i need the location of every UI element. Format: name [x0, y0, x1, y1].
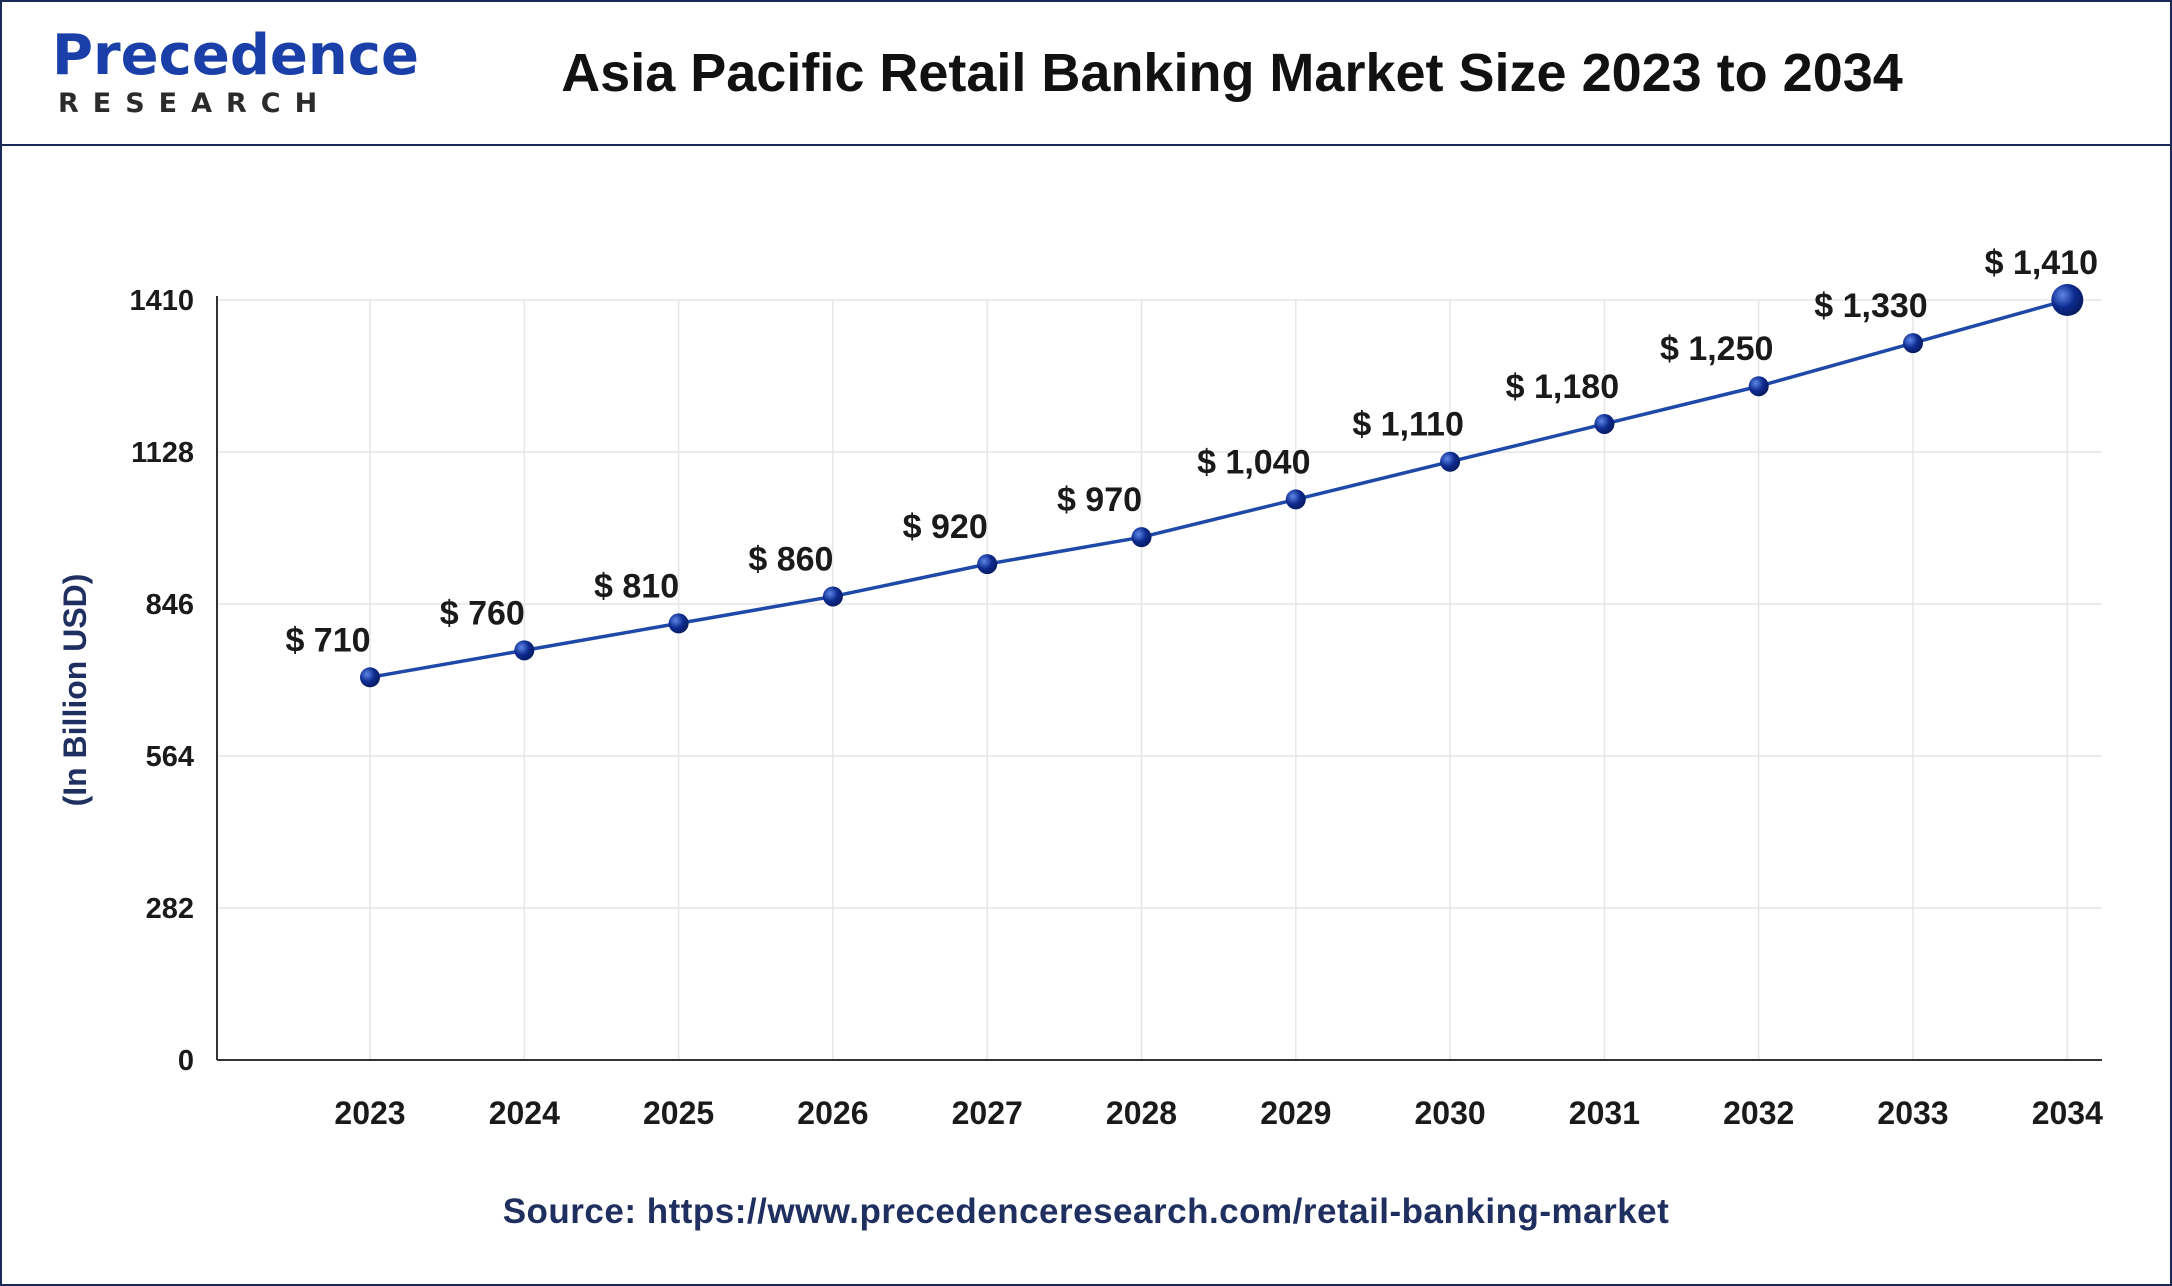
data-point — [668, 613, 689, 634]
x-tick-label: 2034 — [2032, 1095, 2103, 1131]
data-point — [514, 640, 535, 661]
x-tick-label: 2032 — [1723, 1095, 1794, 1131]
x-tick-label: 2027 — [952, 1095, 1023, 1131]
data-label: $ 810 — [594, 567, 679, 605]
data-label: $ 710 — [285, 621, 370, 659]
data-point — [1594, 413, 1615, 434]
x-tick-label: 2025 — [643, 1095, 714, 1131]
header: Precedence RESEARCH Asia Pacific Retail … — [2, 2, 2170, 146]
y-tick-label: 0 — [178, 1045, 194, 1077]
x-tick-label: 2031 — [1569, 1095, 1640, 1131]
y-tick-label: 1128 — [131, 437, 194, 469]
y-axis-title: (In Billion USD) — [57, 574, 93, 807]
data-point — [1285, 489, 1306, 510]
y-tick-label: 564 — [146, 741, 194, 773]
data-point — [1748, 376, 1769, 397]
data-label: $ 1,180 — [1506, 368, 1619, 406]
x-tick-label: 2028 — [1106, 1095, 1177, 1131]
data-label: $ 1,410 — [1985, 244, 2098, 282]
source-text: Source: https://www.precedenceresearch.c… — [502, 1192, 1670, 1231]
data-label: $ 1,250 — [1660, 330, 1773, 368]
y-tick-label: 1410 — [129, 285, 194, 317]
data-label: $ 920 — [903, 508, 988, 546]
data-point — [2051, 284, 2084, 316]
data-point — [1131, 527, 1152, 548]
data-label: $ 760 — [440, 594, 525, 632]
data-point — [1440, 451, 1461, 472]
chart-title: Asia Pacific Retail Banking Market Size … — [561, 43, 1903, 103]
x-tick-label: 2029 — [1260, 1095, 1331, 1131]
data-label: $ 860 — [748, 540, 833, 578]
x-tick-label: 2024 — [489, 1095, 560, 1131]
data-label: $ 1,040 — [1197, 443, 1310, 481]
x-tick-label: 2030 — [1415, 1095, 1486, 1131]
data-label: $ 1,330 — [1814, 287, 1927, 325]
logo-wordmark: Precedence — [52, 23, 419, 88]
x-tick-label: 2023 — [334, 1095, 405, 1131]
brand-logo: Precedence RESEARCH — [52, 24, 419, 124]
data-label: $ 1,110 — [1352, 406, 1464, 444]
x-tick-label: 2026 — [797, 1095, 868, 1131]
data-point — [360, 667, 380, 688]
y-tick-label: 282 — [146, 893, 194, 925]
data-point — [822, 586, 843, 607]
x-tick-label: 2033 — [1877, 1095, 1948, 1131]
y-tick-label: 846 — [146, 589, 194, 621]
data-point — [977, 554, 998, 575]
logo-subtitle: RESEARCH — [58, 88, 332, 119]
series-line — [369, 298, 2068, 680]
data-point — [1903, 333, 1923, 354]
data-label: $ 970 — [1057, 481, 1142, 519]
